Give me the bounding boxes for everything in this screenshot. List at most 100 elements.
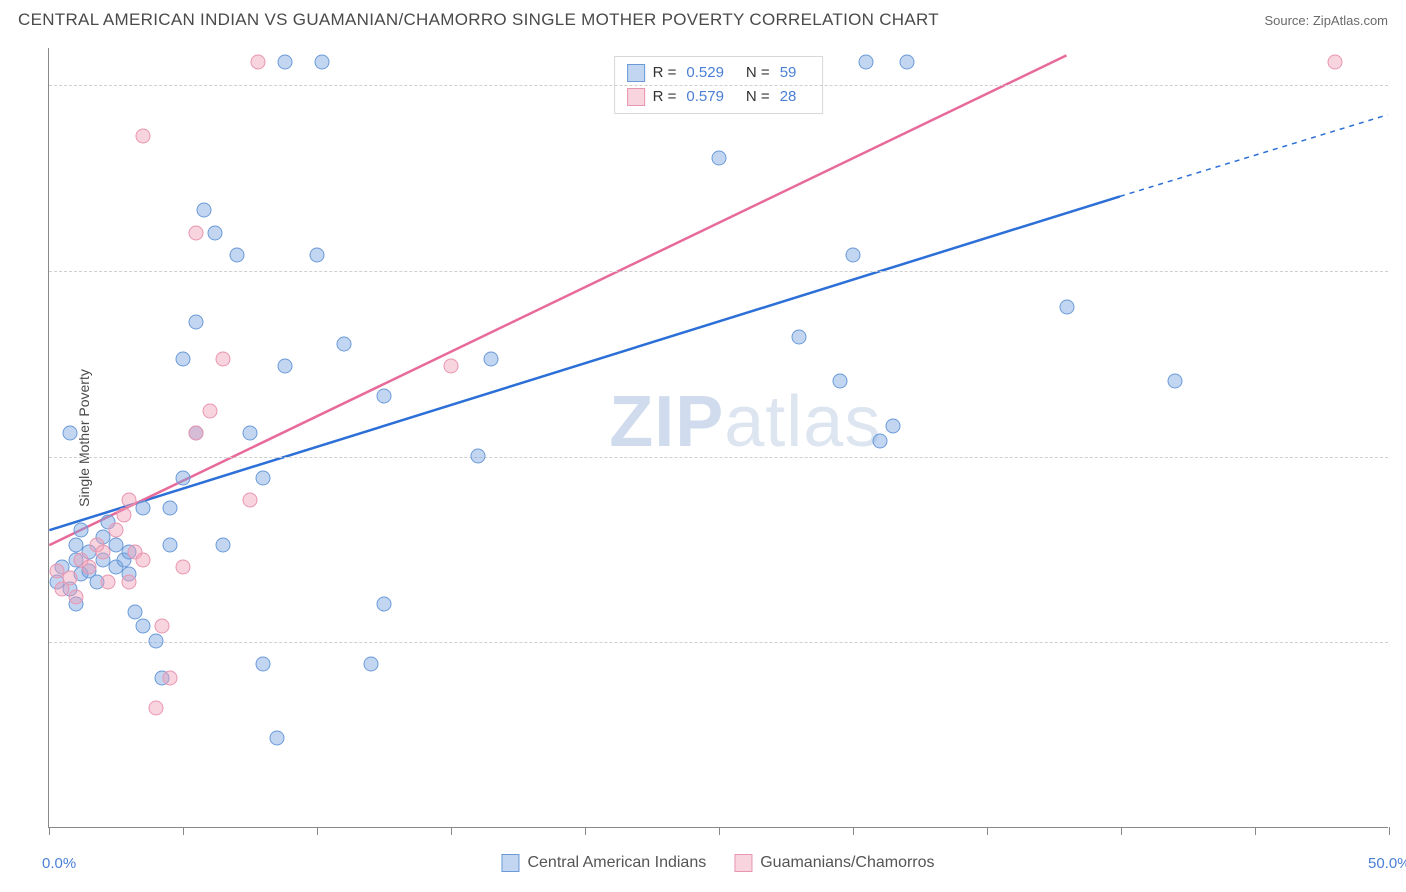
data-point bbox=[135, 500, 150, 515]
data-point bbox=[377, 597, 392, 612]
gridline-h bbox=[49, 271, 1388, 272]
data-point bbox=[363, 656, 378, 671]
data-point bbox=[872, 433, 887, 448]
x-tick bbox=[451, 827, 452, 835]
data-point bbox=[176, 560, 191, 575]
r-value: 0.579 bbox=[686, 85, 724, 109]
data-point bbox=[208, 225, 223, 240]
data-point bbox=[122, 574, 137, 589]
trend-line bbox=[49, 55, 1066, 545]
data-point bbox=[95, 545, 110, 560]
data-point bbox=[176, 470, 191, 485]
legend-label: Central American Indians bbox=[527, 854, 706, 872]
data-point bbox=[256, 470, 271, 485]
data-point bbox=[336, 337, 351, 352]
data-point bbox=[216, 352, 231, 367]
trend-line bbox=[49, 196, 1120, 530]
legend-series: Central American Indians Guamanians/Cham… bbox=[501, 854, 934, 872]
data-point bbox=[444, 359, 459, 374]
gridline-h bbox=[49, 642, 1388, 643]
data-point bbox=[315, 54, 330, 69]
r-label: R = bbox=[653, 85, 677, 109]
data-point bbox=[154, 619, 169, 634]
data-point bbox=[377, 389, 392, 404]
legend-label: Guamanians/Chamorros bbox=[760, 854, 934, 872]
y-tick-label: 100.0% bbox=[1396, 77, 1406, 94]
n-value: 59 bbox=[780, 61, 797, 85]
y-tick-label: 50.0% bbox=[1396, 448, 1406, 465]
data-point bbox=[832, 374, 847, 389]
plot-container: Single Mother Poverty ZIPatlas R = 0.529… bbox=[48, 48, 1388, 828]
data-point bbox=[251, 54, 266, 69]
data-point bbox=[135, 619, 150, 634]
data-point bbox=[484, 352, 499, 367]
data-point bbox=[149, 701, 164, 716]
data-point bbox=[1328, 54, 1343, 69]
data-point bbox=[792, 329, 807, 344]
n-value: 28 bbox=[780, 85, 797, 109]
legend-swatch bbox=[501, 854, 519, 872]
data-point bbox=[117, 508, 132, 523]
data-point bbox=[68, 589, 83, 604]
x-tick bbox=[183, 827, 184, 835]
data-point bbox=[162, 537, 177, 552]
data-point bbox=[243, 493, 258, 508]
x-tick-label: 50.0% bbox=[1368, 855, 1406, 872]
data-point bbox=[74, 522, 89, 537]
legend-item: Guamanians/Chamorros bbox=[734, 854, 934, 872]
y-axis-label: Single Mother Poverty bbox=[76, 369, 92, 507]
data-point bbox=[122, 493, 137, 508]
data-point bbox=[149, 634, 164, 649]
x-tick bbox=[853, 827, 854, 835]
r-label: R = bbox=[653, 61, 677, 85]
legend-row: R = 0.529 N = 59 bbox=[627, 61, 811, 85]
y-tick-label: 25.0% bbox=[1396, 634, 1406, 651]
data-point bbox=[310, 248, 325, 263]
data-point bbox=[899, 54, 914, 69]
data-point bbox=[1167, 374, 1182, 389]
data-point bbox=[189, 225, 204, 240]
data-point bbox=[277, 54, 292, 69]
x-tick bbox=[719, 827, 720, 835]
data-point bbox=[859, 54, 874, 69]
r-value: 0.529 bbox=[686, 61, 724, 85]
plot-area: Single Mother Poverty ZIPatlas R = 0.529… bbox=[48, 48, 1388, 828]
data-point bbox=[269, 730, 284, 745]
source-label: Source: ZipAtlas.com bbox=[1264, 13, 1388, 28]
data-point bbox=[470, 448, 485, 463]
gridline-h bbox=[49, 457, 1388, 458]
data-point bbox=[135, 129, 150, 144]
data-point bbox=[256, 656, 271, 671]
data-point bbox=[135, 552, 150, 567]
legend-row: R = 0.579 N = 28 bbox=[627, 85, 811, 109]
x-tick bbox=[585, 827, 586, 835]
data-point bbox=[886, 418, 901, 433]
data-point bbox=[202, 404, 217, 419]
data-point bbox=[63, 571, 78, 586]
n-label: N = bbox=[746, 61, 770, 85]
x-tick bbox=[49, 827, 50, 835]
data-point bbox=[100, 574, 115, 589]
watermark: ZIPatlas bbox=[609, 381, 881, 463]
data-point bbox=[216, 537, 231, 552]
legend-swatch bbox=[627, 64, 645, 82]
x-tick bbox=[987, 827, 988, 835]
x-tick bbox=[1121, 827, 1122, 835]
data-point bbox=[277, 359, 292, 374]
data-point bbox=[229, 248, 244, 263]
legend-swatch bbox=[627, 88, 645, 106]
data-point bbox=[243, 426, 258, 441]
data-point bbox=[63, 426, 78, 441]
data-point bbox=[162, 500, 177, 515]
data-point bbox=[82, 560, 97, 575]
chart-title: CENTRAL AMERICAN INDIAN VS GUAMANIAN/CHA… bbox=[18, 10, 939, 30]
data-point bbox=[176, 352, 191, 367]
legend-swatch bbox=[734, 854, 752, 872]
x-tick bbox=[317, 827, 318, 835]
data-point bbox=[162, 671, 177, 686]
x-tick-label: 0.0% bbox=[42, 855, 76, 872]
data-point bbox=[127, 604, 142, 619]
data-point bbox=[109, 522, 124, 537]
data-point bbox=[189, 426, 204, 441]
gridline-h bbox=[49, 85, 1388, 86]
